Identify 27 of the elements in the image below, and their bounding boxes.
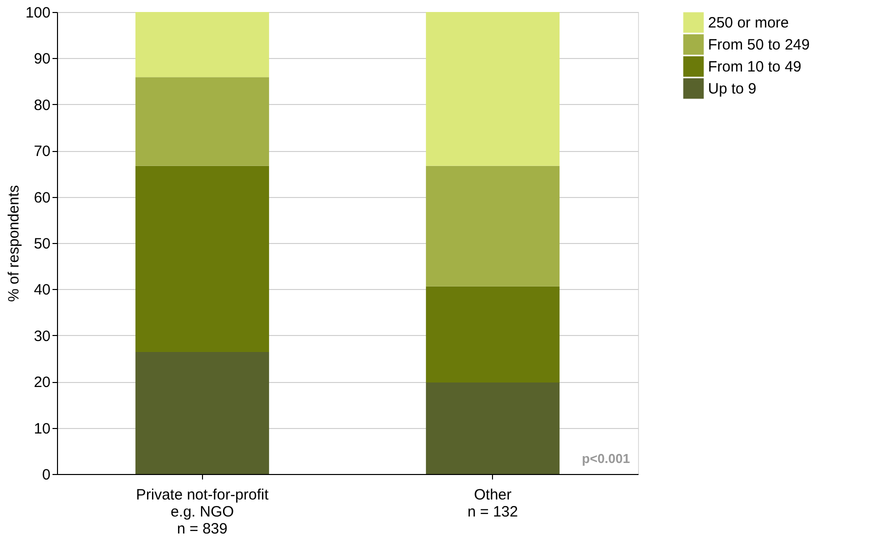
bar <box>135 352 270 474</box>
y-tick-label: 10 <box>34 420 50 438</box>
bar <box>135 77 270 166</box>
y-tick-label: 70 <box>34 143 50 160</box>
y-tick-label: 30 <box>34 328 50 345</box>
bar <box>135 12 270 78</box>
legend-label: 250 or more <box>708 14 789 32</box>
legend-label: From 50 to 249 <box>708 36 810 54</box>
x-tick-label: Other n = 132 <box>468 486 518 520</box>
legend-label: Up to 9 <box>708 80 756 98</box>
annotation: p<0.001 <box>582 451 630 466</box>
y-tick-label: 50 <box>34 236 50 252</box>
x-tick-label: Private not-for-profit e.g. NGO n = 839 <box>136 486 270 538</box>
y-tick-label: 60 <box>34 189 50 206</box>
legend-label: From 10 to 49 <box>708 58 802 76</box>
bar <box>426 166 560 286</box>
y-tick-label: 40 <box>34 282 50 299</box>
bar <box>426 286 560 383</box>
y-tick-label: 100 <box>25 4 50 22</box>
y-tick-label: 20 <box>34 374 50 392</box>
y-tick-label: 90 <box>34 50 50 68</box>
y-tick-label: 0 <box>42 466 50 484</box>
y-tick-label: 80 <box>34 96 50 114</box>
bar <box>135 166 270 352</box>
bar <box>426 382 560 474</box>
y-axis-title: % of respondents <box>5 185 22 302</box>
bar <box>426 12 560 166</box>
